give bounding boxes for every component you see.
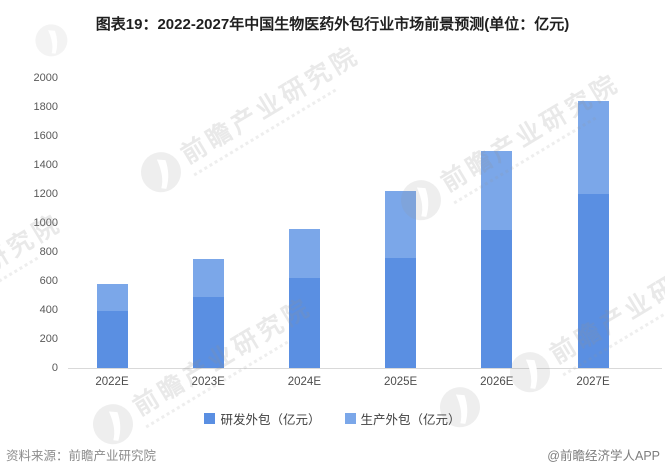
legend: 研发外包（亿元） 生产外包（亿元）	[0, 409, 665, 428]
y-tick-label: 200	[39, 333, 58, 345]
y-tick-label: 2000	[33, 72, 58, 84]
bar-segment-rd-outsourcing-2024E	[288, 278, 320, 368]
qianzhan-logo-icon	[132, 143, 190, 201]
y-tick-label: 0	[51, 362, 58, 374]
x-tick-label-2024E: 2024E	[287, 376, 322, 388]
y-tick-label: 1000	[33, 217, 58, 229]
bar-segment-rd-outsourcing-2023E	[192, 296, 224, 368]
watermark-subtext	[0, 256, 39, 345]
legend-item-rd-outsourcing: 研发外包（亿元）	[204, 409, 321, 428]
footer-source: 资料来源：前瞻产业研究院	[6, 449, 157, 463]
bar-segment-mfg-outsourcing-2023E	[192, 259, 224, 297]
x-tick-label-2025E: 2025E	[383, 376, 418, 388]
watermark-body: 前瞻产业研究院	[173, 36, 369, 177]
y-tick-label: 1200	[33, 188, 58, 200]
legend-label: 研发外包（亿元）	[220, 413, 321, 427]
x-tick-label-2022E: 2022E	[95, 376, 129, 388]
bar-segment-mfg-outsourcing-2026E	[481, 150, 513, 231]
watermark-subtext	[193, 88, 337, 177]
y-tick-label: 1400	[33, 159, 58, 171]
y-tick-label: 1800	[33, 101, 58, 113]
bar-segment-mfg-outsourcing-2025E	[385, 191, 417, 258]
legend-item-mfg-outsourcing: 生产外包（亿元）	[344, 409, 461, 428]
x-tick-label-2023E: 2023E	[191, 376, 225, 388]
watermark-text: 前瞻产业研究院	[176, 40, 365, 170]
x-axis-line	[68, 368, 662, 369]
bar-segment-rd-outsourcing-2027E	[577, 194, 609, 368]
bar-segment-rd-outsourcing-2025E	[385, 257, 417, 368]
x-tick-label-2026E: 2026E	[480, 376, 514, 388]
footer-credit: @前瞻经济学人APP	[547, 449, 660, 463]
brand-watermark: 前瞻产业研究院	[132, 36, 369, 201]
x-tick-label-2027E: 2027E	[576, 376, 610, 388]
y-tick-label: 600	[39, 275, 58, 287]
legend-marker-icon	[204, 413, 216, 424]
y-tick-label: 400	[39, 304, 58, 316]
bar-segment-mfg-outsourcing-2027E	[577, 101, 609, 194]
bar-segment-rd-outsourcing-2026E	[481, 230, 513, 368]
y-tick-label: 800	[39, 246, 58, 258]
bar-segment-mfg-outsourcing-2024E	[288, 228, 320, 279]
bar-segment-rd-outsourcing-2022E	[96, 311, 128, 368]
legend-marker-icon	[344, 413, 356, 424]
y-tick-label: 1600	[33, 130, 58, 142]
bar-segment-mfg-outsourcing-2022E	[96, 283, 128, 312]
chart-title: 图表19：2022-2027年中国生物医药外包行业市场前景预测(单位：亿元)	[95, 16, 570, 33]
watermark-subtext	[453, 116, 597, 205]
legend-label: 生产外包（亿元）	[360, 413, 461, 427]
